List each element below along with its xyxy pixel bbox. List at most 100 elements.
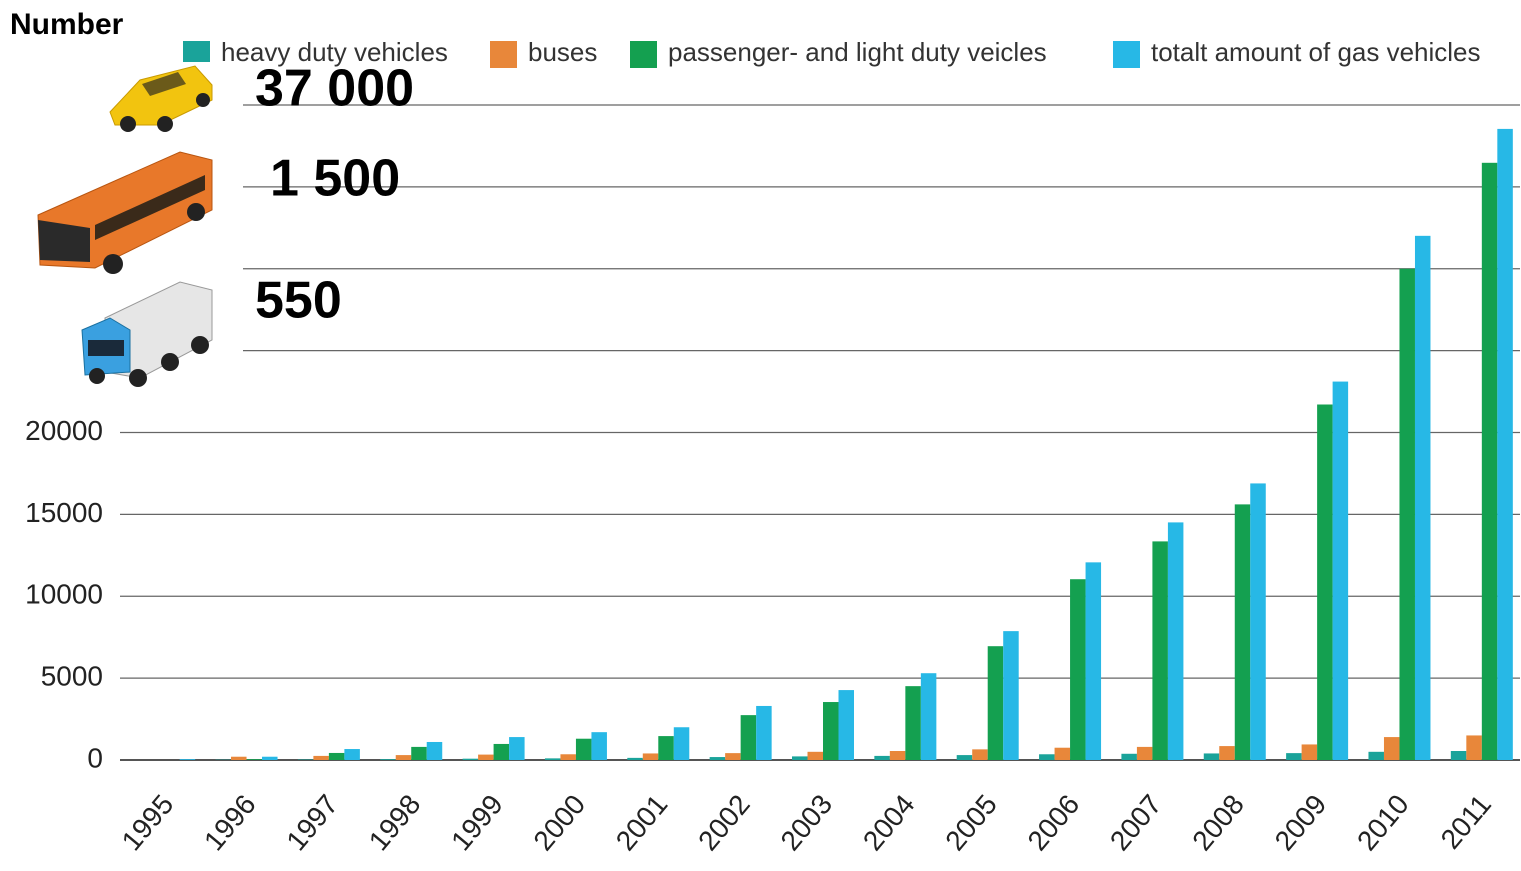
bar [709, 757, 726, 760]
bar [380, 759, 396, 760]
bar [1301, 744, 1318, 760]
bar [627, 757, 643, 760]
bar [1219, 746, 1235, 760]
legend-label: totalt amount of gas vehicles [1151, 37, 1481, 67]
legend-swatch [1113, 41, 1140, 68]
legend-label: passenger- and light duty veicles [668, 37, 1047, 67]
bar [889, 750, 906, 760]
bar [838, 690, 854, 760]
bar [1317, 404, 1333, 760]
legend-label: buses [528, 37, 597, 67]
x-tick-label: 2009 [1269, 789, 1333, 857]
x-tick-label: 2004 [857, 789, 921, 857]
bar [905, 686, 921, 760]
bar [1152, 541, 1168, 760]
bar [544, 758, 561, 760]
bar [231, 756, 247, 760]
bar [395, 755, 412, 760]
bar [262, 756, 278, 760]
x-tick-label: 1998 [363, 789, 427, 857]
x-tick-label: 2001 [610, 789, 674, 857]
x-tick-label: 2006 [1022, 789, 1086, 857]
legend-swatch [630, 41, 657, 68]
x-tick-label: 2007 [1104, 789, 1168, 857]
x-tick-label: 2008 [1186, 789, 1250, 857]
annotation: 550 [255, 272, 342, 330]
bar [658, 736, 674, 760]
x-tick-label: 2002 [692, 789, 756, 857]
bar [560, 754, 576, 760]
bar [179, 759, 196, 760]
bar [426, 741, 443, 760]
bar [874, 755, 890, 760]
vehicle-icons: 37 000 1 500 550 [25, 60, 414, 392]
bar [807, 751, 823, 760]
bar [756, 705, 772, 760]
bar [1383, 737, 1400, 760]
x-tick-label: 2011 [1435, 789, 1497, 855]
bar [725, 753, 741, 760]
bar [246, 759, 263, 760]
bar [1085, 562, 1102, 760]
bar [642, 753, 659, 760]
bar [987, 646, 1004, 760]
x-tick-label: 1999 [445, 789, 509, 857]
truck-icon [81, 281, 213, 387]
x-tick-label: 1997 [280, 789, 344, 857]
plot-area: 0500010000150002000025000300003500040000… [25, 87, 1520, 856]
bar [1399, 268, 1415, 760]
bar [1450, 750, 1467, 760]
y-tick-label: 20000 [25, 415, 103, 446]
bar [1121, 753, 1137, 760]
bar [1136, 746, 1153, 760]
y-axis-label: Number [10, 8, 124, 41]
annotation: 37 000 [255, 60, 414, 118]
bar [792, 756, 808, 760]
bar [972, 749, 988, 760]
bar [328, 752, 345, 760]
bar [1481, 162, 1498, 760]
bar [411, 746, 427, 760]
y-tick-label: 15000 [25, 497, 103, 528]
bar [493, 743, 510, 760]
bar [1054, 747, 1071, 760]
bar [956, 755, 973, 760]
bar [673, 727, 690, 760]
bar [591, 732, 607, 760]
bar [509, 737, 525, 760]
bar [1039, 754, 1055, 760]
bar [462, 758, 479, 760]
x-tick-label: 2010 [1351, 789, 1415, 857]
x-tick-label: 2003 [774, 789, 838, 857]
bar [1286, 753, 1302, 760]
legend-swatch [490, 41, 517, 68]
legend-label: heavy duty vehicles [221, 37, 448, 67]
bar [478, 754, 494, 760]
bar [1234, 504, 1251, 760]
bar [1466, 735, 1482, 760]
bar [575, 738, 592, 760]
annotation: 1 500 [270, 150, 400, 208]
y-tick-label: 10000 [25, 579, 103, 610]
x-tick-label: 1995 [116, 789, 180, 857]
y-tick-label: 0 [87, 742, 103, 773]
x-tick-label: 2005 [939, 789, 1003, 857]
bar [1203, 753, 1220, 760]
bar [344, 749, 360, 760]
bus-icon [37, 151, 213, 274]
y-tick-label: 5000 [41, 661, 103, 692]
bar [1167, 522, 1184, 760]
bar [920, 673, 937, 760]
car-icon [109, 65, 213, 132]
bar [1414, 235, 1431, 760]
bar [1332, 381, 1349, 760]
bar [1003, 631, 1019, 760]
x-tick-label: 2000 [527, 789, 591, 857]
bar [1250, 483, 1266, 760]
bar [740, 715, 757, 760]
bar [1070, 579, 1086, 760]
bar [313, 755, 329, 760]
bar [1497, 128, 1513, 761]
bar [823, 702, 839, 760]
